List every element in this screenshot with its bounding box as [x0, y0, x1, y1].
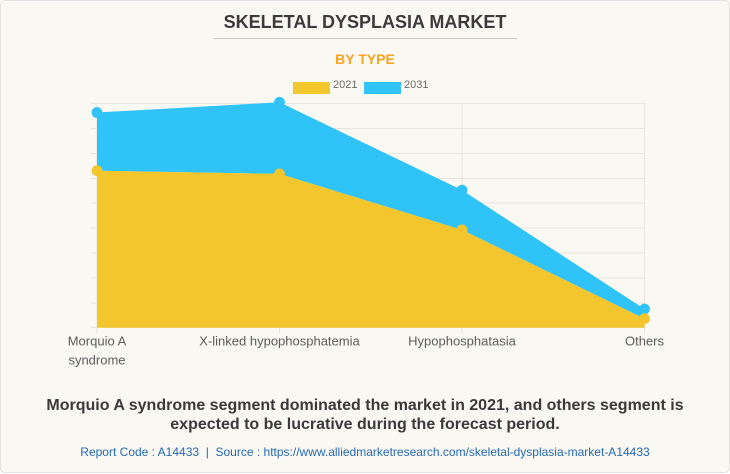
- svg-text:syndrome: syndrome: [68, 353, 125, 368]
- svg-text:Others: Others: [625, 334, 665, 349]
- svg-text:X-linked hypophosphatemia: X-linked hypophosphatemia: [199, 334, 360, 349]
- svg-text:Hypophosphatasia: Hypophosphatasia: [408, 334, 516, 349]
- svg-text:Morquio A: Morquio A: [68, 334, 127, 349]
